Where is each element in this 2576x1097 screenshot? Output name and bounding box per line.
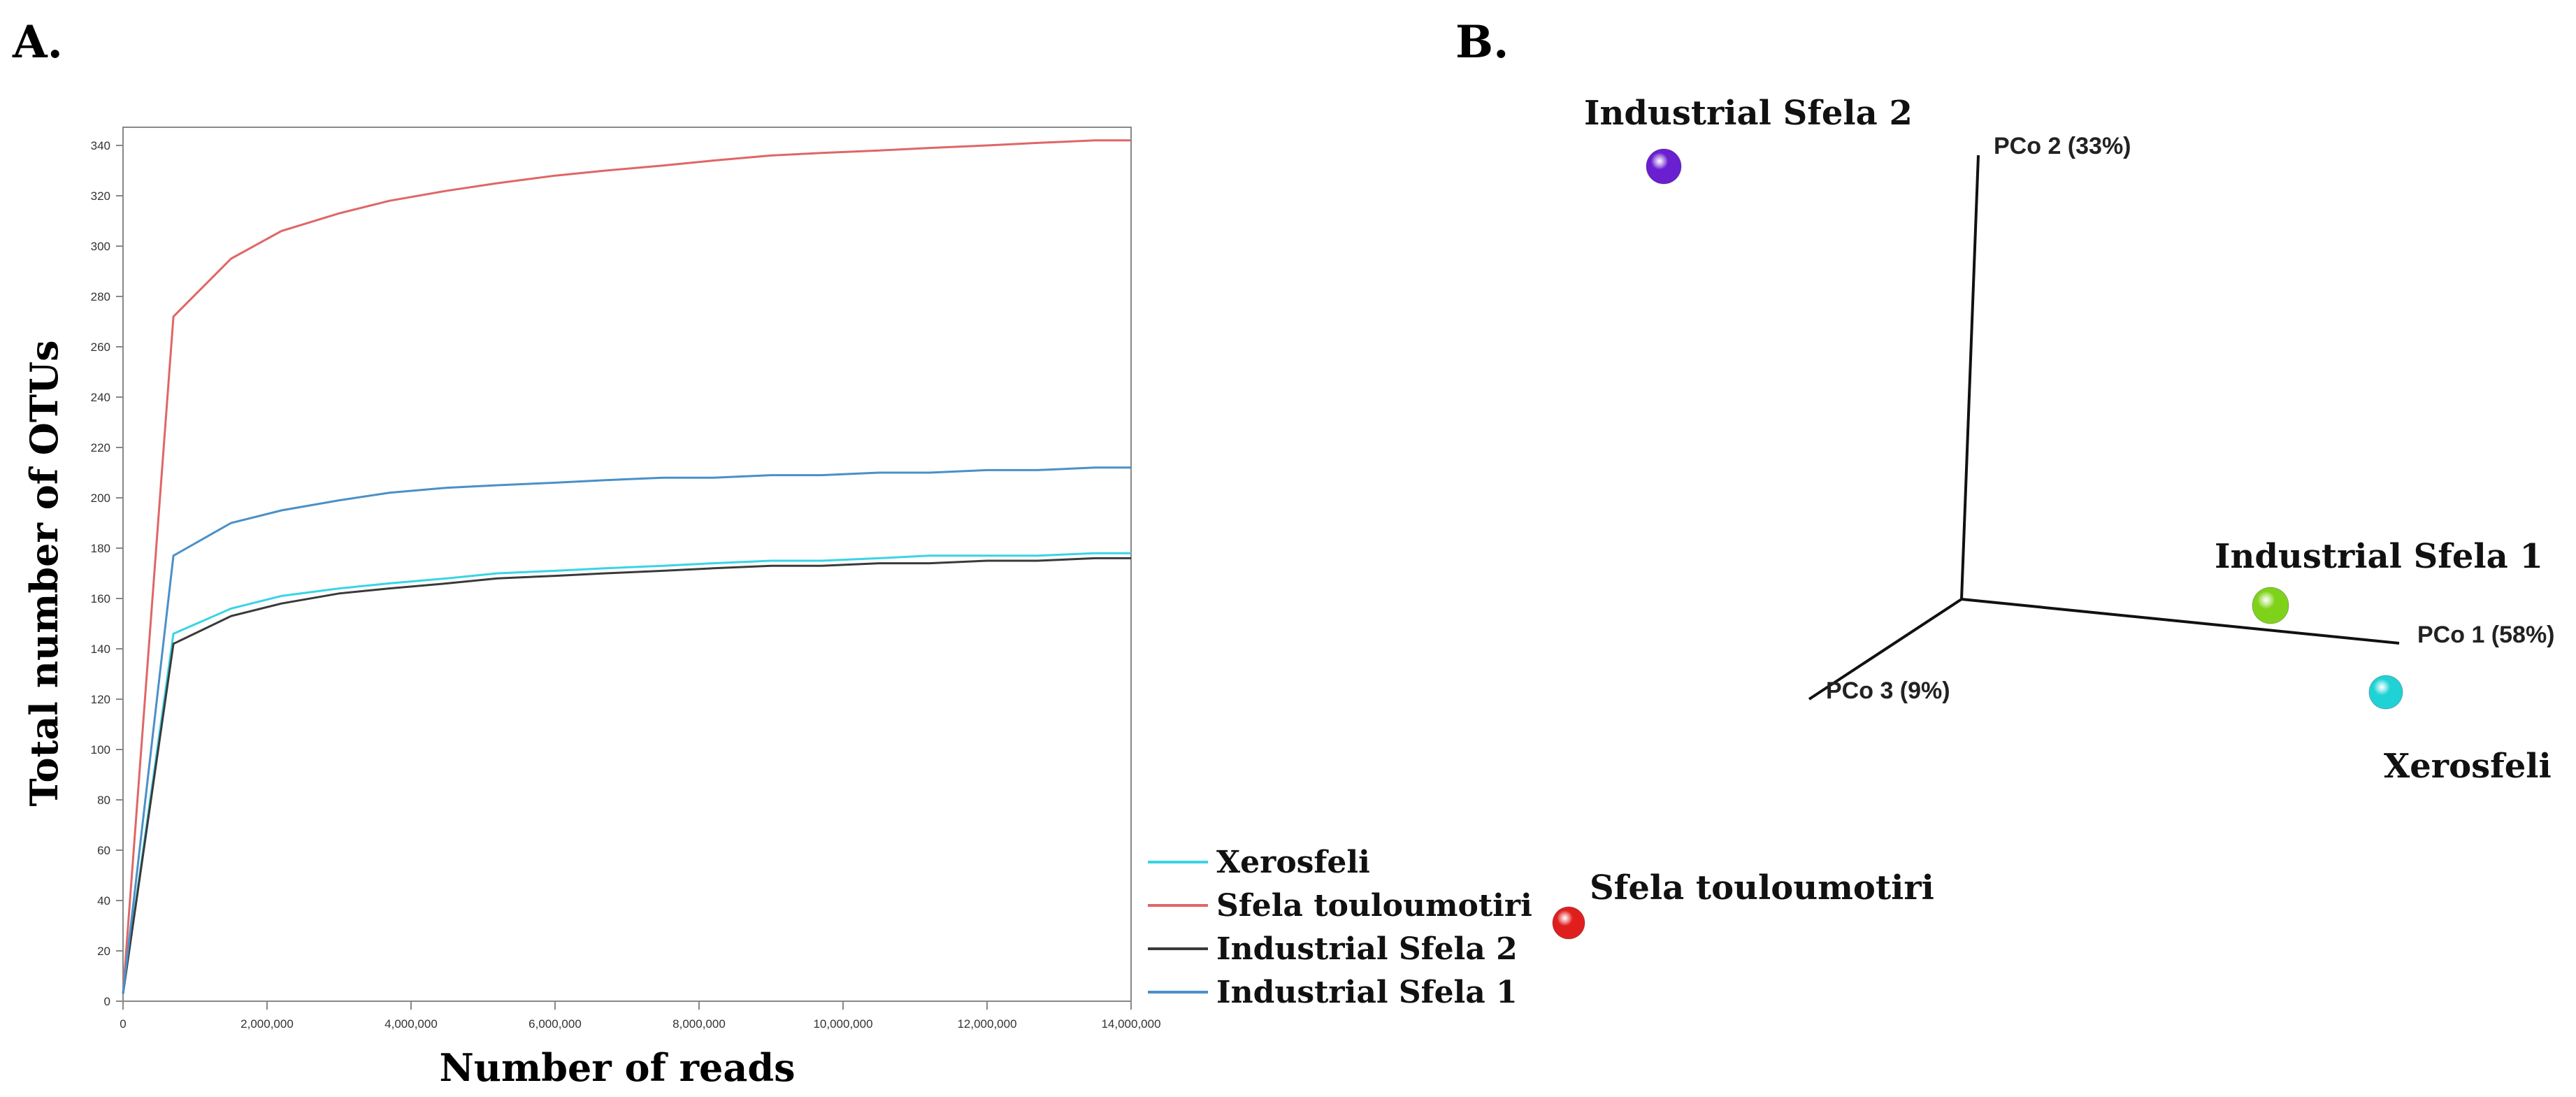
y-tick-label: 80	[97, 794, 110, 807]
pcoa-label-sfela-touloumotiri: Sfela touloumotiri	[1590, 868, 1934, 908]
rarefaction-chart: 0 20 40 60 80 100 120 140 160 180 200 220 240 260 280 3…	[22, 127, 1532, 1090]
pcoa-label-industrial-sfela-2: Industrial Sfela 2	[1584, 94, 1913, 133]
pcoa-plot: PCo 2 (33%) PCo 1 (58%) PCo 3 (9%) Indus…	[1552, 94, 2555, 940]
y-tick-label: 0	[104, 995, 110, 1008]
y-axis: 0 20 40 60 80 100 120 140 160 180 200 220 240 260 280 3…	[91, 139, 123, 1008]
legend-label: Xerosfeli	[1216, 845, 1370, 880]
pco3-axis-line	[1808, 598, 1963, 701]
series-line-industrial-sfela-2	[122, 557, 1131, 994]
y-tick-label: 140	[91, 643, 110, 656]
y-tick-label: 220	[91, 441, 110, 454]
pcoa-points: Industrial Sfela 2 Industrial Sfela 1 Xero…	[1552, 94, 2552, 940]
pcoa-point-sfela-touloumotiri	[1552, 906, 1585, 940]
pco1-axis-label: PCo 1 (58%)	[2417, 622, 2555, 648]
y-tick-label: 60	[97, 844, 110, 857]
legend-label: Industrial Sfela 1	[1216, 975, 1518, 1010]
y-axis-label: Total number of OTUs	[22, 340, 66, 806]
pco2-axis-label: PCo 2 (33%)	[1994, 133, 2131, 159]
x-tick-label: 2,000,000	[240, 1017, 294, 1031]
plot-frame	[122, 127, 1132, 1002]
x-tick-label: 10,000,000	[813, 1017, 872, 1031]
x-tick-label: 0	[120, 1017, 126, 1031]
y-tick-label: 160	[91, 592, 110, 605]
panel-a-label: A.	[12, 16, 63, 69]
y-tick-label: 320	[91, 189, 110, 203]
y-tick-label: 100	[91, 743, 110, 757]
y-tick-label: 40	[97, 894, 110, 908]
y-tick-label: 340	[91, 139, 110, 152]
panel-b-label: B.	[1455, 16, 1509, 69]
pcoa-point-industrial-sfela-1	[2252, 587, 2289, 624]
y-tick-label: 180	[91, 542, 110, 555]
pco3-axis-label: PCo 3 (9%)	[1826, 677, 1950, 704]
y-tick-label: 240	[91, 391, 110, 404]
y-tick-label: 280	[91, 290, 110, 303]
y-tick-label: 20	[97, 945, 110, 958]
legend: Xerosfeli Sfela touloumotiri Industrial Sf…	[1148, 845, 1532, 1010]
series-line-sfela-touloumotiri	[122, 139, 1131, 994]
pco1-axis-line	[1961, 598, 2400, 645]
series-line-xerosfeli	[122, 552, 1131, 994]
y-tick-label: 260	[91, 340, 110, 354]
x-tick-label: 4,000,000	[384, 1017, 438, 1031]
x-axis: 0 2,000,000 4,000,000 6,000,000 8,000,000 10,…	[120, 1001, 1161, 1031]
series-line-industrial-sfela-1	[122, 466, 1131, 994]
y-tick-label: 120	[91, 693, 110, 706]
x-tick-label: 14,000,000	[1101, 1017, 1160, 1031]
y-tick-label: 200	[91, 492, 110, 505]
x-tick-label: 8,000,000	[672, 1017, 726, 1031]
x-tick-label: 12,000,000	[957, 1017, 1016, 1031]
pco2-axis-line	[1960, 155, 1980, 600]
legend-label: Sfela touloumotiri	[1216, 888, 1532, 924]
pcoa-label-xerosfeli: Xerosfeli	[2384, 747, 2552, 786]
x-tick-label: 6,000,000	[528, 1017, 582, 1031]
pcoa-point-industrial-sfela-2	[1646, 148, 1682, 185]
x-axis-label: Number of reads	[439, 1045, 795, 1090]
pcoa-label-industrial-sfela-1: Industrial Sfela 1	[2215, 537, 2543, 576]
series-lines	[122, 139, 1131, 994]
y-tick-label: 300	[91, 240, 110, 253]
legend-label: Industrial Sfela 2	[1216, 931, 1518, 967]
pcoa-point-xerosfeli	[2368, 675, 2403, 710]
